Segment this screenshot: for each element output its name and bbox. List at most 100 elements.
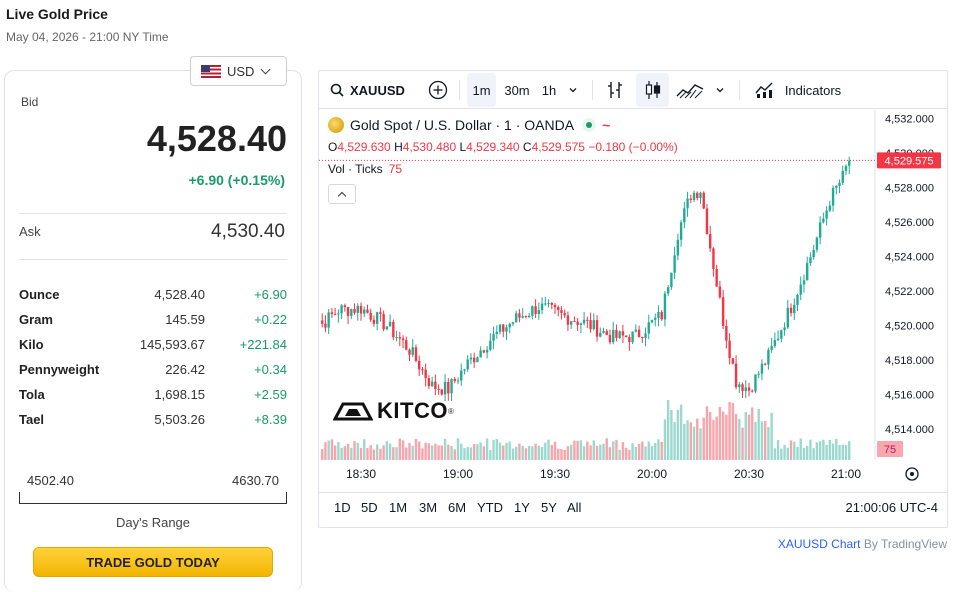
- volume-bar: [757, 408, 760, 460]
- candle-body: [673, 255, 676, 273]
- candle-body: [686, 198, 689, 209]
- period-1y[interactable]: 1Y: [514, 500, 530, 515]
- attribution-symbol[interactable]: XAUUSD Chart: [777, 537, 861, 551]
- candle-body: [511, 322, 515, 324]
- volume-bar: [789, 440, 793, 460]
- volume-bar: [427, 443, 431, 460]
- volume-bar: [650, 446, 654, 460]
- candle-body: [440, 389, 444, 395]
- candle-body: [495, 331, 498, 334]
- period-all[interactable]: All: [567, 500, 582, 515]
- interval-30m[interactable]: 30m: [504, 82, 530, 98]
- candles-style-button[interactable]: [636, 73, 669, 107]
- volume-bar: [576, 440, 579, 460]
- candle-body: [715, 268, 718, 287]
- candle-body: [841, 170, 844, 183]
- volume-bar: [537, 445, 541, 460]
- volume-bar: [463, 448, 466, 460]
- candle-body: [721, 297, 725, 326]
- period-3m[interactable]: 3M: [419, 500, 438, 515]
- candle-body: [692, 192, 696, 200]
- volume-bar: [689, 422, 692, 460]
- unit-change: +0.34: [254, 362, 287, 377]
- settings-icon[interactable]: [905, 467, 919, 481]
- period-5d[interactable]: 5D: [361, 500, 378, 515]
- x-tick-label: 18:30: [346, 467, 376, 481]
- volume-bar: [599, 444, 602, 460]
- price-chart[interactable]: 4,514.000 4,516.000 4,518.000 4,520.000 4,52…: [319, 110, 947, 492]
- chart-type-button[interactable]: [674, 73, 706, 107]
- volume-bar: [725, 414, 728, 460]
- indicators-button[interactable]: Indicators: [748, 73, 848, 107]
- candle-body: [608, 335, 612, 343]
- volume-bar: [631, 443, 634, 460]
- currency-select[interactable]: USD: [190, 56, 287, 86]
- candle-body: [796, 294, 799, 305]
- candle-body: [531, 306, 534, 316]
- period-1m[interactable]: 1M: [389, 500, 408, 515]
- interval-dropdown[interactable]: [563, 73, 583, 107]
- volume-bar: [375, 444, 379, 460]
- volume-bar: [734, 414, 738, 460]
- trade-gold-button[interactable]: TRADE GOLD TODAY: [33, 547, 273, 577]
- volume-bar: [408, 442, 411, 460]
- symbol-search-button[interactable]: XAUUSD: [324, 73, 412, 107]
- attribution-by[interactable]: By TradingView: [863, 537, 947, 551]
- volume-bar: [683, 423, 686, 460]
- collapse-legend-button[interactable]: [328, 184, 356, 204]
- candle-body: [773, 340, 777, 347]
- candle-body: [515, 313, 518, 323]
- volume-bar: [657, 439, 660, 460]
- volume-bar: [327, 440, 330, 460]
- volume-bar: [563, 449, 566, 460]
- volume-bar: [715, 416, 718, 460]
- candle-body: [337, 313, 340, 315]
- volume-bar: [705, 406, 709, 460]
- period-6m[interactable]: 6M: [448, 500, 467, 515]
- candle-body: [463, 369, 466, 371]
- period-ytd[interactable]: YTD: [477, 500, 503, 515]
- interval-1m[interactable]: 1m: [467, 73, 496, 107]
- volume-bar: [340, 447, 343, 460]
- period-1d[interactable]: 1D: [334, 500, 351, 515]
- candle-body: [838, 182, 841, 186]
- candle-body: [356, 305, 359, 313]
- candle-body: [728, 340, 731, 359]
- volume-bar: [534, 443, 537, 460]
- candle-body: [353, 309, 356, 313]
- interval-1h[interactable]: 1h: [541, 82, 557, 98]
- candle-body: [395, 337, 398, 339]
- volume-bar: [793, 441, 796, 460]
- candle-body: [605, 331, 608, 336]
- candle-body: [534, 306, 537, 314]
- candle-body: [679, 222, 683, 240]
- compare-button[interactable]: [424, 73, 452, 107]
- chart-type-dropdown[interactable]: [710, 73, 730, 107]
- candle-body: [460, 370, 463, 381]
- volume-bar: [754, 421, 757, 460]
- volume-bar: [460, 443, 463, 460]
- range-low: 4502.40: [27, 473, 74, 488]
- volume-bar: [492, 439, 495, 460]
- kitco-logo-text: KITCO: [377, 398, 448, 423]
- page-subtitle: May 04, 2026 - 21:00 NY Time: [6, 30, 169, 44]
- volume-bar: [392, 447, 395, 460]
- volume-bar: [828, 439, 832, 460]
- volume-bar: [330, 439, 334, 460]
- candle-body: [363, 309, 366, 314]
- volume-bar: [472, 444, 476, 460]
- chart-legend-title: Gold Spot / U.S. Dollar · 1 · OANDA ~: [328, 117, 610, 133]
- bar-style-button[interactable]: [601, 73, 629, 107]
- candle-body: [738, 384, 741, 388]
- candle-body: [734, 363, 738, 388]
- unit-name: Pennyweight: [19, 362, 100, 377]
- gold-coin-icon: [328, 117, 344, 133]
- candle-body: [602, 331, 605, 333]
- volume-bar: [595, 445, 599, 460]
- unit-name: Gram: [19, 312, 53, 327]
- tradingview-attribution[interactable]: XAUUSD Chart By TradingView: [778, 537, 947, 551]
- unit-name: Kilo: [19, 337, 44, 352]
- period-5y[interactable]: 5Y: [541, 500, 557, 515]
- volume-bar: [424, 442, 427, 460]
- candle-body: [424, 369, 427, 379]
